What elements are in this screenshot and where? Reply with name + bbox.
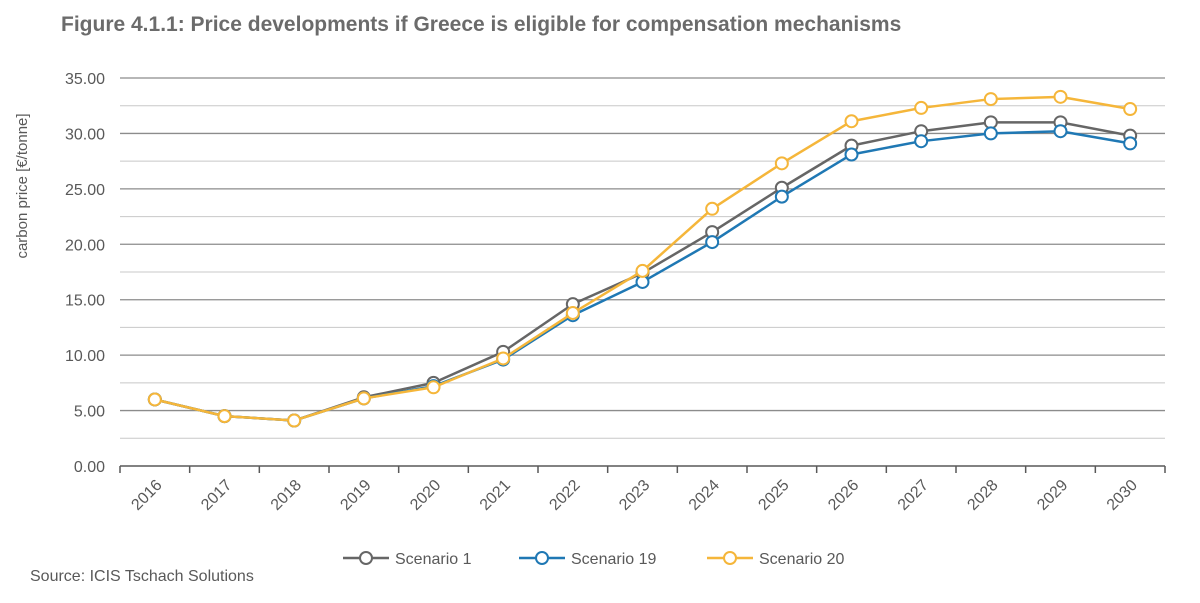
data-point — [774, 189, 789, 204]
x-tick-label: 2029 — [1034, 477, 1071, 514]
x-tick-label: 2023 — [616, 477, 653, 514]
legend-item: Scenario 1 — [343, 551, 472, 568]
x-tick-label: 2022 — [546, 477, 583, 514]
source-note: Source: ICIS Tschach Solutions — [30, 568, 254, 585]
data-point — [217, 409, 232, 424]
data-point — [914, 100, 929, 115]
legend-item: Scenario 19 — [519, 551, 656, 568]
legend: Scenario 1 Scenario 19 Scenario 20 — [343, 551, 844, 568]
x-tick-label: 2028 — [964, 477, 1001, 514]
x-tick-label: 2020 — [407, 477, 444, 514]
data-point — [496, 351, 511, 366]
x-tick-label: 2019 — [337, 477, 374, 514]
x-tick-label: 2021 — [477, 477, 514, 514]
series-line — [154, 95, 1131, 422]
data-point — [983, 126, 998, 141]
data-point — [426, 380, 441, 395]
data-point — [1053, 124, 1068, 139]
y-tick-label: 5.00 — [74, 404, 105, 421]
x-axis: 2016 2017 2018 2019 2020 2021 2022 2023 2024 2025… — [119, 465, 1166, 514]
x-tick-label: 2027 — [895, 477, 932, 514]
x-tick-label: 2016 — [128, 477, 165, 514]
y-axis-label: carbon price [€/tonne] — [14, 113, 31, 258]
legend-label: Scenario 20 — [759, 551, 844, 568]
legend-item: Scenario 20 — [707, 551, 844, 568]
data-point — [287, 413, 302, 428]
data-point — [565, 306, 580, 321]
data-point — [844, 114, 859, 129]
x-tick-label: 2024 — [686, 477, 723, 514]
y-tick-label: 20.00 — [65, 237, 105, 254]
legend-marker — [359, 551, 373, 565]
data-point — [147, 392, 162, 407]
y-axis-ticks: 0.00 5.00 10.00 15.00 20.00 25.00 30.00 35.00 — [65, 71, 105, 476]
x-tick-label: 2018 — [268, 477, 305, 514]
legend-marker — [723, 551, 737, 565]
series-lines — [147, 89, 1138, 428]
legend-label: Scenario 19 — [571, 551, 656, 568]
data-point — [1123, 136, 1138, 151]
y-tick-label: 30.00 — [65, 126, 105, 143]
x-tick-label: 2025 — [755, 477, 792, 514]
series-scenario-20 — [147, 89, 1138, 428]
legend-marker — [535, 551, 549, 565]
x-tick-label: 2030 — [1104, 477, 1141, 514]
x-tick-label: 2017 — [198, 477, 235, 514]
data-point — [356, 391, 371, 406]
y-tick-label: 25.00 — [65, 182, 105, 199]
data-point — [844, 147, 859, 162]
data-point — [635, 263, 650, 278]
chart-title: Figure 4.1.1: Price developments if Gree… — [61, 13, 902, 36]
data-point — [705, 201, 720, 216]
data-point — [914, 134, 929, 149]
x-tick-label: 2026 — [825, 477, 862, 514]
y-tick-label: 15.00 — [65, 293, 105, 310]
data-point — [983, 92, 998, 107]
data-point — [1053, 89, 1068, 104]
data-point — [774, 156, 789, 171]
legend-label: Scenario 1 — [395, 551, 472, 568]
y-tick-label: 10.00 — [65, 348, 105, 365]
data-point — [705, 235, 720, 250]
y-tick-label: 35.00 — [65, 71, 105, 88]
y-tick-label: 0.00 — [74, 459, 105, 476]
data-point — [1123, 102, 1138, 117]
